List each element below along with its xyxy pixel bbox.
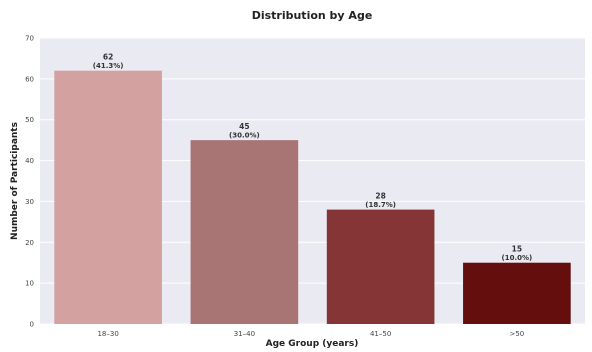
bar-41-50 (326, 209, 435, 324)
y-tick-label: 10 (25, 280, 34, 288)
y-tick-label: 30 (25, 198, 34, 206)
bar-percent-label: (18.7%) (365, 201, 396, 209)
y-tick-label: 60 (25, 75, 34, 83)
bar-labels: 62(41.3%) 45(30.0%) 28(18.7%) 15(10.0%) (93, 53, 532, 263)
y-axis-label: Number of Participants (10, 122, 20, 240)
chart-title: Distribution by Age (252, 9, 373, 22)
x-tick-label: >50 (509, 330, 524, 338)
bar--50 (463, 262, 571, 324)
x-tick-label: 18–30 (97, 330, 118, 338)
bar-18-30 (54, 70, 162, 324)
x-axis-ticks: 18–30 31–40 41–50 >50 (97, 330, 524, 338)
bar-percent-label: (10.0%) (502, 254, 533, 262)
y-tick-label: 70 (25, 35, 34, 43)
y-tick-label: 40 (25, 157, 34, 165)
y-axis-ticks: 0 10 20 30 40 50 60 70 (25, 35, 34, 329)
bar-value-label: 62 (103, 53, 113, 62)
y-tick-label: 0 (30, 321, 34, 329)
x-tick-label: 41–50 (370, 330, 391, 338)
bar-31-40 (190, 140, 299, 324)
bar-percent-label: (30.0%) (229, 132, 260, 140)
x-tick-label: 31–40 (234, 330, 255, 338)
x-axis-label: Age Group (years) (266, 339, 359, 349)
bar-value-label: 45 (239, 122, 249, 131)
bars (54, 70, 571, 324)
bar-value-label: 28 (375, 192, 385, 201)
y-tick-label: 50 (25, 116, 34, 124)
y-tick-label: 20 (25, 239, 34, 247)
bar-percent-label: (41.3%) (93, 62, 124, 70)
bar-value-label: 15 (512, 245, 522, 254)
